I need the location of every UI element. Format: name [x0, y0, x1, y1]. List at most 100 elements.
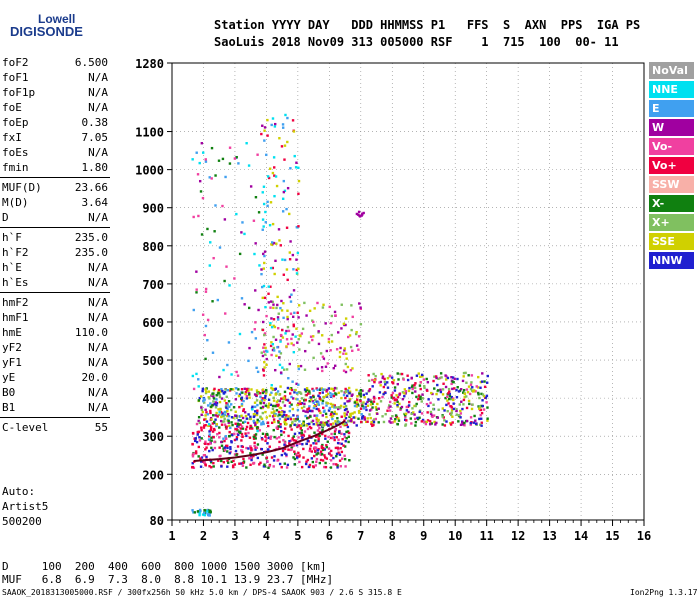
- echo-point: [309, 335, 313, 338]
- echo-point: [414, 382, 417, 385]
- auto-artist: Artist5: [2, 500, 49, 513]
- echo-point: [221, 389, 224, 393]
- echo-point: [390, 396, 393, 399]
- echo-point: [389, 405, 392, 408]
- echo-point: [333, 412, 336, 415]
- echo-point: [321, 355, 325, 359]
- echo-point: [302, 456, 305, 459]
- echo-point: [457, 420, 460, 423]
- echo-point: [193, 511, 197, 514]
- echo-point: [317, 330, 320, 333]
- echo-point: [243, 387, 246, 391]
- echo-point: [235, 155, 238, 159]
- echo-point: [394, 418, 397, 421]
- echo-point: [321, 429, 324, 432]
- echo-point: [407, 404, 411, 407]
- echo-point: [305, 424, 308, 427]
- echo-point: [215, 411, 218, 415]
- echo-point: [312, 406, 316, 410]
- echo-point: [322, 357, 326, 360]
- echo-point: [359, 323, 363, 326]
- echo-point: [450, 397, 453, 401]
- echo-point: [480, 417, 483, 420]
- echo-point: [404, 415, 407, 419]
- echo-point: [389, 421, 392, 424]
- echo-point: [382, 420, 386, 424]
- echo-point: [209, 402, 212, 405]
- echo-point: [237, 394, 241, 398]
- echo-point: [205, 420, 209, 423]
- echo-point: [254, 321, 257, 324]
- echo-point: [297, 337, 300, 341]
- param-name: h`E: [2, 261, 22, 274]
- echo-point: [212, 414, 215, 417]
- echo-point: [287, 434, 290, 438]
- echo-point: [321, 443, 324, 447]
- echo-point: [275, 242, 278, 245]
- tick-label-x: 4: [263, 529, 270, 543]
- echo-point: [241, 416, 245, 420]
- echo-point: [243, 411, 247, 414]
- separator: [0, 417, 110, 418]
- echo-point: [336, 464, 339, 467]
- echo-point: [204, 388, 207, 391]
- echo-point: [437, 408, 440, 411]
- echo-point: [221, 414, 224, 417]
- echo-point: [324, 461, 327, 465]
- echo-point: [326, 423, 329, 426]
- echo-point: [320, 421, 323, 424]
- echo-point: [305, 460, 308, 463]
- echo-point: [317, 439, 320, 443]
- echo-point: [301, 436, 304, 439]
- echo-point: [300, 402, 304, 405]
- tick-label-x: 7: [357, 529, 364, 543]
- echo-point: [298, 400, 302, 403]
- echo-point: [315, 442, 318, 445]
- echo-point: [329, 423, 333, 426]
- echo-point: [314, 400, 318, 403]
- echo-point: [335, 463, 338, 466]
- echo-point: [235, 453, 238, 456]
- echo-point: [459, 423, 463, 427]
- separator: [0, 292, 110, 293]
- echo-point: [235, 438, 238, 441]
- echo-point: [208, 430, 211, 433]
- echo-point: [343, 433, 346, 436]
- echo-point: [204, 290, 208, 293]
- echo-point: [266, 421, 270, 424]
- param-value: N/A: [88, 146, 108, 159]
- echo-point: [363, 396, 366, 399]
- echo-point: [290, 337, 293, 341]
- echo-point: [279, 244, 282, 247]
- echo-point: [279, 333, 283, 337]
- echo-point: [238, 462, 241, 465]
- echo-point: [262, 252, 265, 256]
- echo-point: [319, 398, 323, 402]
- echo-point: [265, 437, 268, 440]
- echo-point: [455, 407, 458, 411]
- echo-point: [230, 373, 233, 376]
- echo-point: [245, 425, 249, 429]
- footer-info: SAAOK_2018313005000.RSF / 300fx256h 50 k…: [2, 588, 402, 597]
- echo-point: [376, 402, 379, 406]
- echo-point: [242, 460, 246, 463]
- echo-point: [291, 315, 295, 318]
- echo-point: [279, 371, 283, 374]
- echo-point: [410, 376, 413, 380]
- echo-point: [261, 354, 265, 358]
- param-name: h`F2: [2, 246, 29, 259]
- echo-point: [227, 461, 230, 464]
- echo-point: [462, 388, 466, 392]
- echo-point: [312, 465, 316, 469]
- echo-point: [230, 416, 234, 419]
- echo-point: [332, 456, 335, 460]
- echo-point: [290, 428, 293, 431]
- echo-point: [309, 396, 312, 399]
- echo-point: [321, 423, 324, 427]
- echo-point: [238, 405, 241, 409]
- echo-point: [261, 218, 265, 221]
- echo-point: [192, 452, 195, 456]
- echo-point: [437, 377, 440, 381]
- echo-point: [434, 375, 438, 378]
- echo-point: [294, 166, 298, 169]
